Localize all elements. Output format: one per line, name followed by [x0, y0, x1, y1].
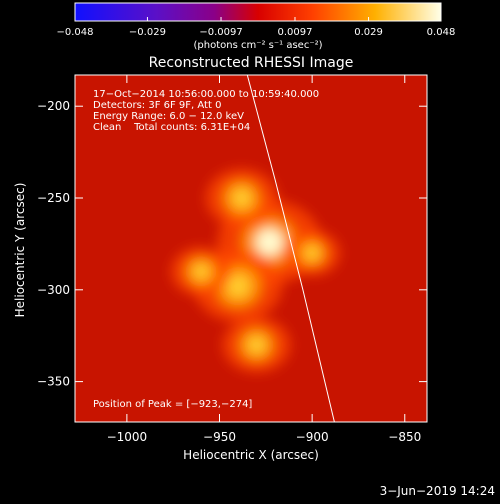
annotation-counts: Clean Total counts: 6.31E+04 [93, 122, 250, 133]
source-core [255, 228, 284, 257]
colorbar-tick-label: 0.029 [354, 27, 383, 38]
colorbar-tick-label: −0.048 [56, 27, 93, 38]
footer-date: 3−Jun−2019 14:24 [380, 484, 495, 498]
source-core [226, 274, 250, 298]
y-tick-label: −250 [37, 191, 70, 205]
y-axis-ticks: −200 −250 −300 −350 [37, 99, 427, 389]
source-core [232, 188, 252, 208]
annotation-peak: Position of Peak = [−923,−274] [93, 399, 252, 410]
chart-title: Reconstructed RHESSI Image [149, 55, 354, 71]
intensity-sources [170, 168, 341, 373]
solar-limb-line [246, 75, 335, 422]
x-tick-label: −900 [296, 430, 329, 444]
colorbar-units: (photons cm⁻² s⁻¹ asec⁻²) [193, 40, 322, 51]
x-tick-label: −1000 [107, 430, 148, 444]
x-axis-ticks: −1000 −950 −900 −850 [107, 75, 421, 444]
annotation-energy: Energy Range: 6.0 − 12.0 keV [93, 111, 244, 122]
y-axis-label: Heliocentric Y (arcsec) [13, 183, 27, 318]
colorbar: −0.048 −0.029 −0.0097 0.0097 0.029 0.048 (pho… [56, 2, 455, 51]
annotations: 17−Oct−2014 10:56:00.000 to 10:59:40.000… [93, 89, 319, 410]
source-core [193, 263, 209, 280]
y-tick-label: −200 [37, 99, 70, 113]
annotation-detectors: Detectors: 3F 6F 9F, Att 0 [93, 100, 221, 111]
plot-frame [74, 74, 428, 423]
colorbar-tick-label: 0.048 [427, 27, 456, 38]
x-axis-label: Heliocentric X (arcsec) [183, 448, 319, 462]
source-core [247, 335, 266, 354]
y-tick-label: −300 [37, 283, 70, 297]
plot-area: −1000 −950 −900 −850 −200 −250 −300 −350 17−Oc… [37, 74, 428, 444]
x-tick-label: −850 [388, 430, 421, 444]
colorbar-ticks: −0.048 −0.029 −0.0097 0.0097 0.029 0.048 [56, 17, 455, 38]
colorbar-tick-label: 0.0097 [277, 27, 312, 38]
annotation-time-range: 17−Oct−2014 10:56:00.000 to 10:59:40.000 [93, 89, 319, 100]
source-core [304, 245, 320, 261]
colorbar-tick-label: −0.0097 [199, 27, 242, 38]
y-tick-label: −350 [37, 375, 70, 389]
colorbar-tick-label: −0.029 [129, 27, 166, 38]
x-tick-label: −950 [203, 430, 236, 444]
colorbar-gradient [74, 2, 442, 22]
